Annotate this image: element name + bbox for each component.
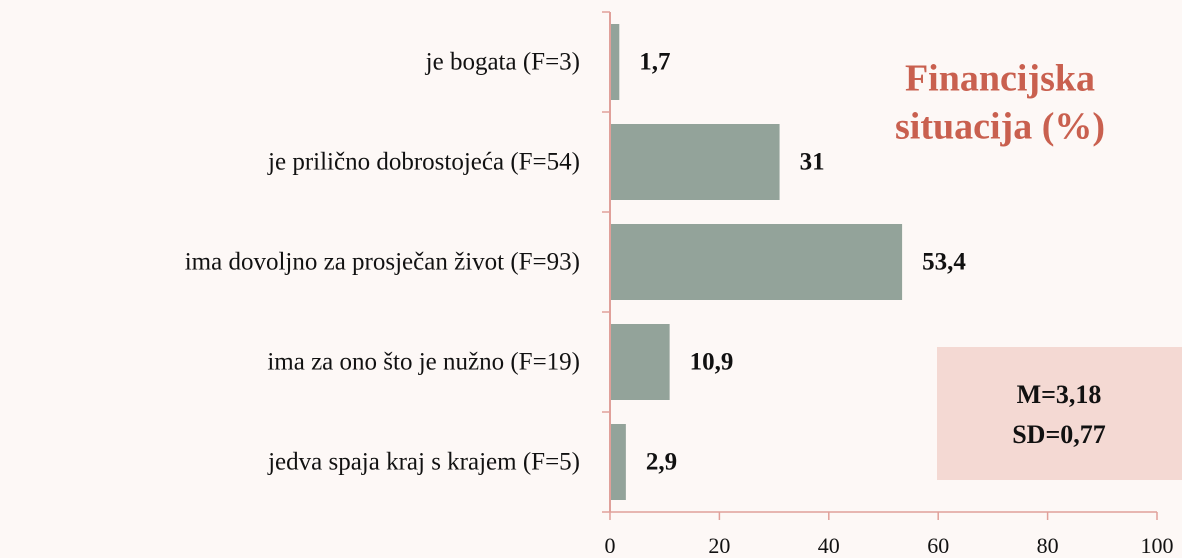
data-label: 1,7 — [639, 49, 670, 76]
y-tick-label: ima za ono što je nužno (F=19) — [267, 349, 580, 376]
x-tick-label: 40 — [818, 533, 840, 558]
bar — [610, 24, 620, 100]
bar — [610, 424, 626, 500]
bar — [610, 224, 903, 300]
annotation-box — [937, 347, 1182, 480]
chart-title: Financijska — [905, 58, 1095, 100]
bar — [610, 324, 670, 400]
y-tick-label: jedva spaja kraj s krajem (F=5) — [267, 449, 580, 476]
data-label: 2,9 — [646, 449, 677, 476]
chart-title: situacija (%) — [895, 106, 1105, 148]
annotation: M=3,18 — [1017, 380, 1102, 409]
data-label: 10,9 — [690, 349, 734, 376]
bar — [610, 124, 780, 200]
x-tick-label: 20 — [708, 533, 730, 558]
annotation: SD=0,77 — [1012, 420, 1106, 449]
y-tick-label: je prilično dobrostojeća (F=54) — [267, 149, 580, 176]
y-tick-label: ima dovoljno za prosječan život (F=93) — [185, 249, 580, 276]
x-tick-label: 0 — [605, 533, 616, 558]
y-tick-label: je bogata (F=3) — [425, 49, 580, 76]
x-tick-label: 80 — [1037, 533, 1059, 558]
x-tick-label: 60 — [927, 533, 949, 558]
x-tick-label: 100 — [1141, 533, 1174, 558]
data-label: 31 — [800, 149, 825, 176]
data-label: 53,4 — [922, 249, 966, 276]
